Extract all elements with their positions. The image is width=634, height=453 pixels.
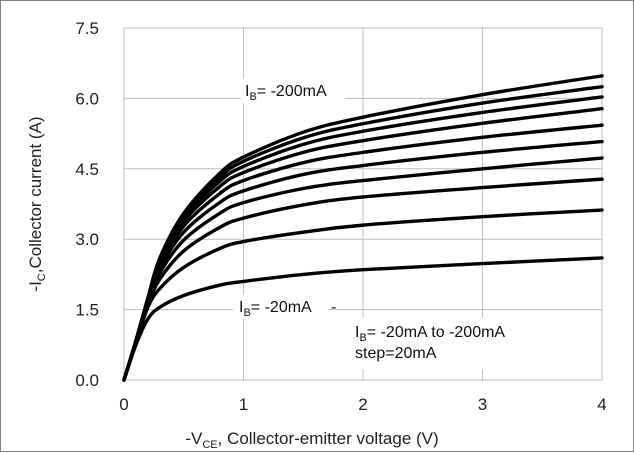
tick-layer: 0 1 2 3 4 0.0 1.5 3.0 4.5 6.0 7.5 xyxy=(75,19,606,414)
series-line-1 xyxy=(122,256,604,382)
x-axis-title: -VCE, Collector-emitter voltage (V) xyxy=(185,429,438,451)
x-tick-label: 3 xyxy=(478,395,487,414)
annotation-legend-bg xyxy=(349,317,561,369)
y-tick-label: 4.5 xyxy=(75,160,99,179)
annotation-ib-min-dash: - xyxy=(331,299,336,316)
x-tick-label: 0 xyxy=(119,395,128,414)
x-tick-label: 2 xyxy=(358,395,367,414)
curve-layer xyxy=(122,74,604,382)
y-tick-label: 7.5 xyxy=(75,19,99,38)
x-tick-label: 1 xyxy=(239,395,248,414)
y-tick-label: 6.0 xyxy=(75,89,99,108)
y-tick-label: 0.0 xyxy=(75,371,99,390)
annotation-top-bg xyxy=(241,79,345,103)
annotation-ib-range: IB= -20mA to -200mA xyxy=(355,324,505,344)
annotation-ib-min: IB= -20mA xyxy=(239,299,312,319)
annotation-step: step=20mA xyxy=(355,345,437,362)
annotation-bottom-bg xyxy=(233,295,329,319)
y-tick-label: 1.5 xyxy=(75,301,99,320)
y-tick-label: 3.0 xyxy=(75,230,99,249)
series-line-10 xyxy=(122,74,604,382)
x-tick-label: 4 xyxy=(597,395,606,414)
y-axis-title: -IC,Collector current (A) xyxy=(26,116,48,291)
annotation-ib-max: IB= -200mA xyxy=(245,83,327,103)
